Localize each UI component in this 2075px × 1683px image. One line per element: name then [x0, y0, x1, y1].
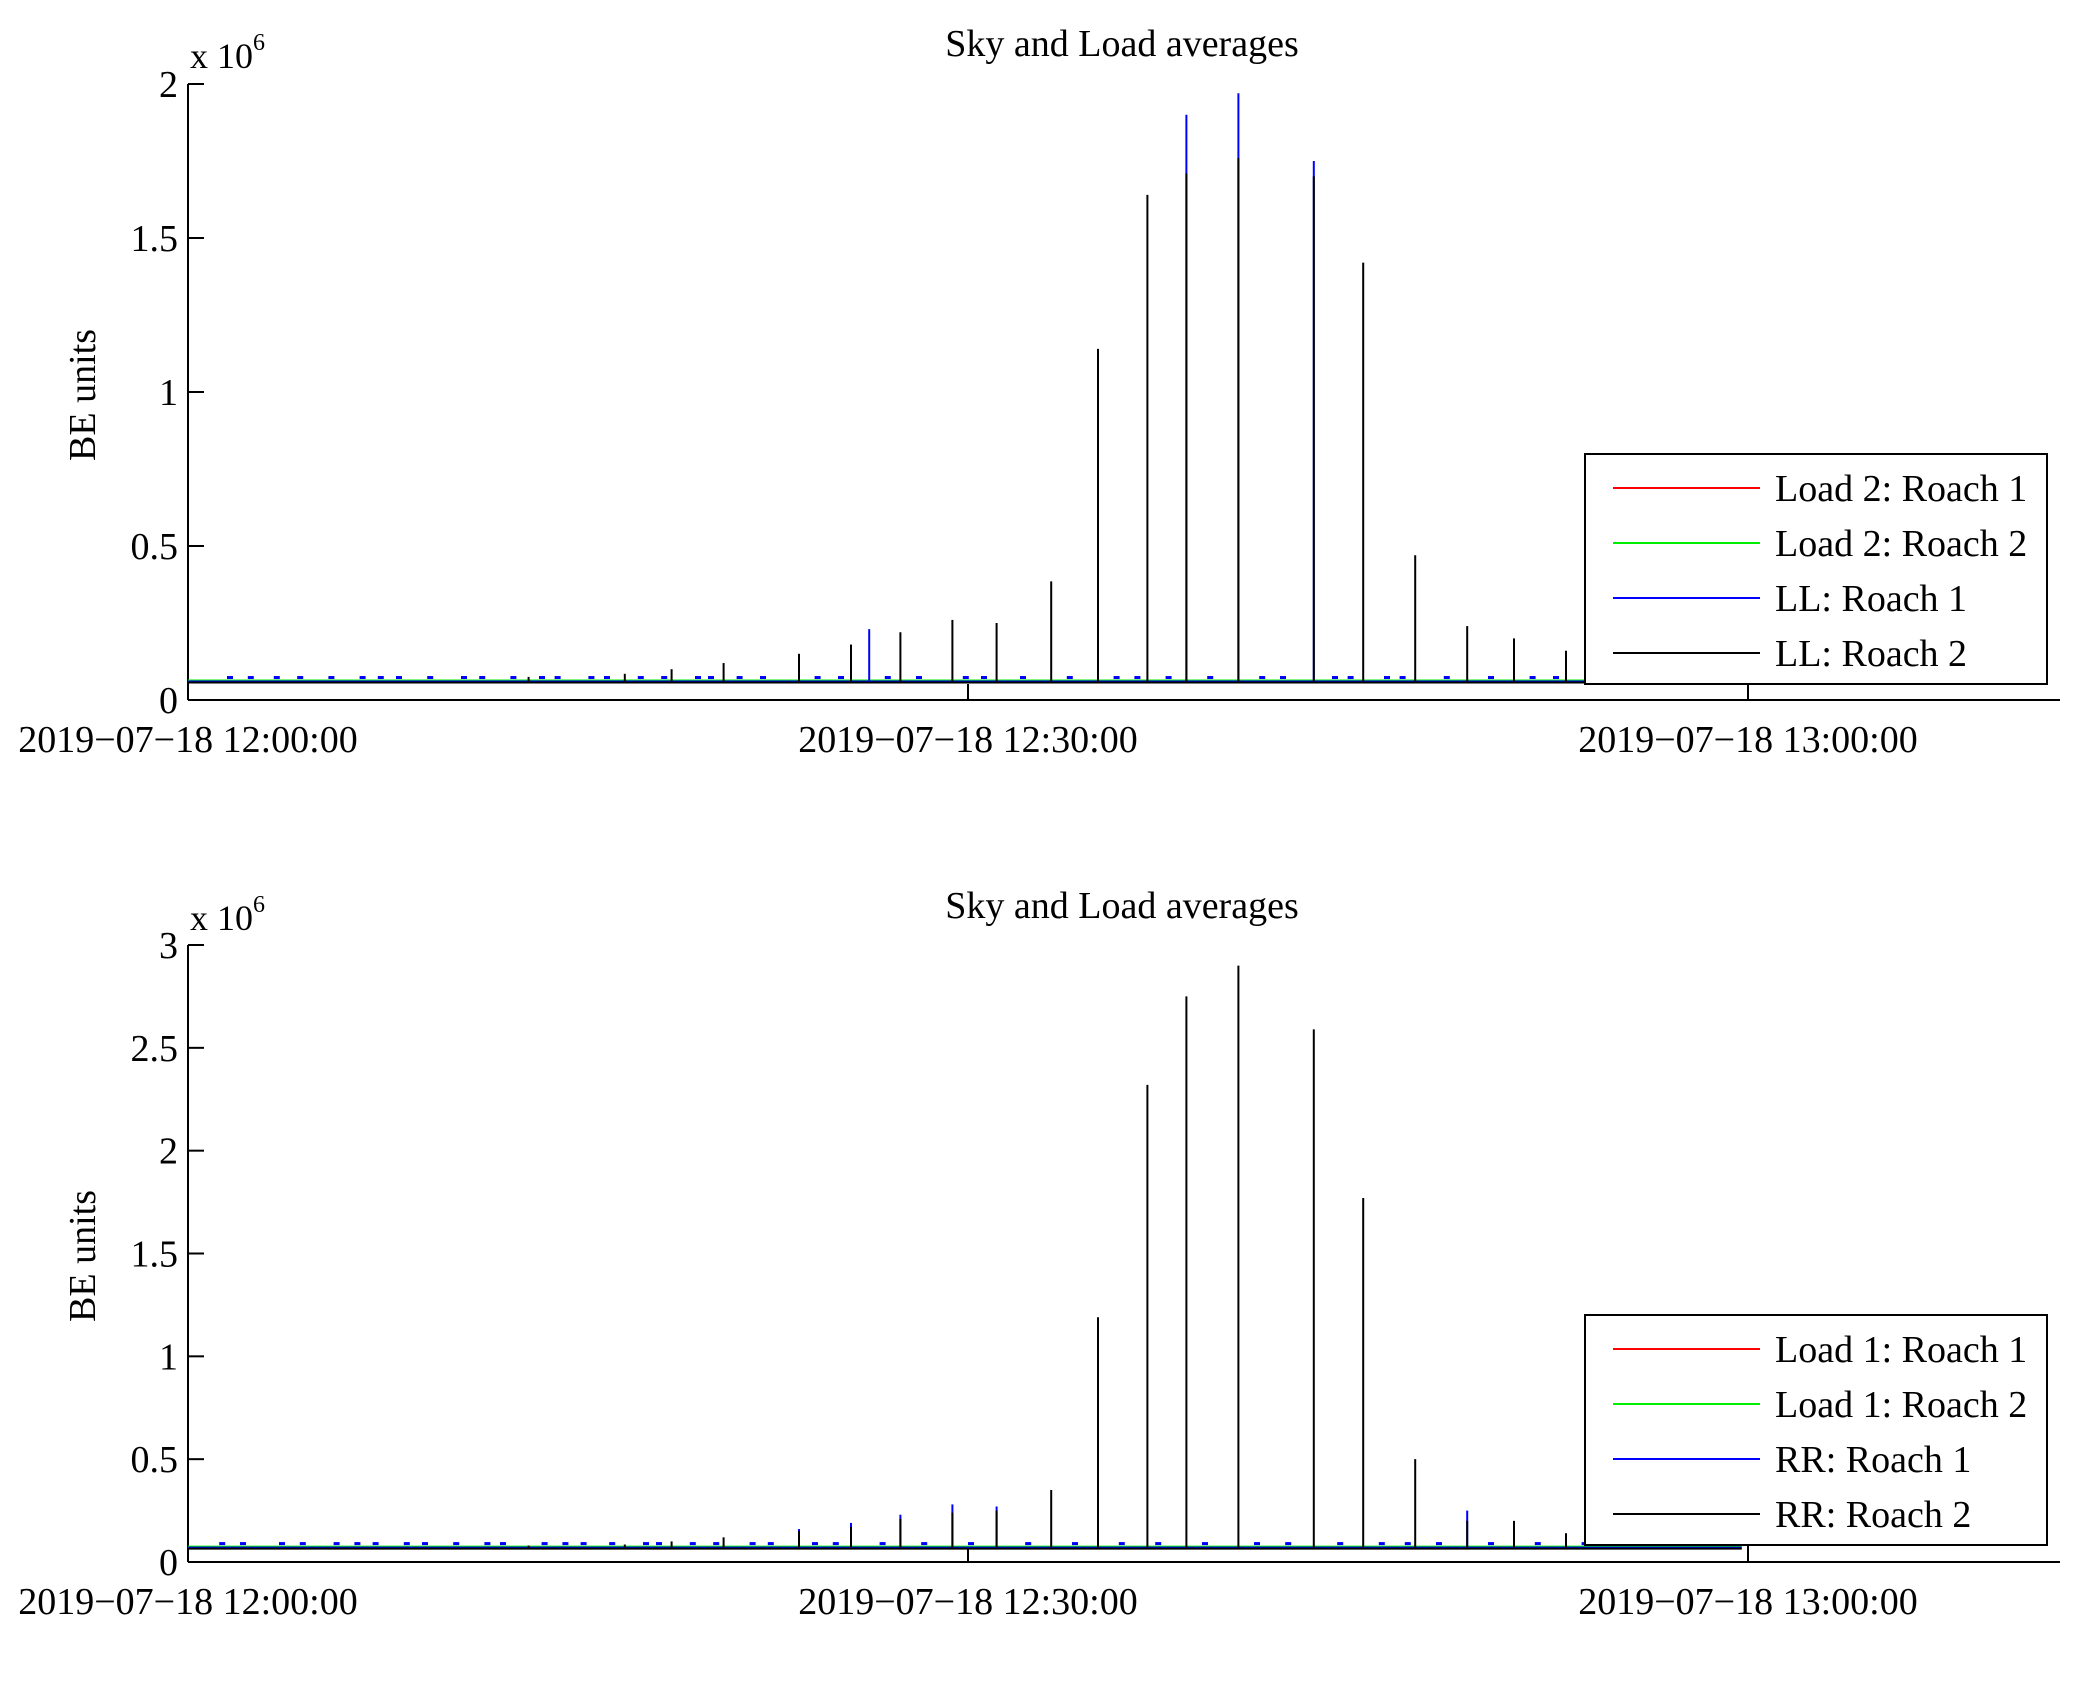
- top-x-tick-label: 2019−07−18 12:00:00: [18, 719, 357, 761]
- top-chart-plot-area: 0 0.5 1 1.5 2 2019−07−18 12:00:00 2019−07−18 1…: [18, 64, 2060, 761]
- top-chart-legend: Load 2: Roach 1 Load 2: Roach 2 LL: Roach …: [1584, 453, 2048, 685]
- bottom-chart-y-axis-label: BE units: [62, 1190, 104, 1322]
- bottom-chart-panel: Sky and Load averages BE units x 106 0 0.…: [18, 885, 2060, 1623]
- top-legend-entry: LL: Roach 1: [1775, 578, 1967, 620]
- top-legend-entry: Load 2: Roach 1: [1775, 468, 2027, 510]
- bottom-y-tick-label: 2: [159, 1131, 178, 1173]
- bottom-chart-exponent-power: 6: [253, 892, 265, 918]
- bottom-y-tick-label: 1: [159, 1336, 178, 1378]
- top-legend-entry: Load 2: Roach 2: [1775, 523, 2027, 565]
- bottom-y-tick-label: 0.5: [131, 1439, 179, 1481]
- top-chart-exponent-base: x 10: [190, 36, 253, 76]
- top-y-tick-label: 1.5: [131, 218, 179, 260]
- bottom-legend-entry: RR: Roach 1: [1775, 1439, 1971, 1481]
- bottom-x-tick-label: 2019−07−18 12:00:00: [18, 1581, 357, 1623]
- bottom-chart-plot-area: 0 0.5 1 1.5 2 2.5 3 2019−07−18 12:00:00 2019−07−…: [18, 925, 2060, 1623]
- top-chart-y-axis-label: BE units: [62, 329, 104, 461]
- bottom-chart-title: Sky and Load averages: [945, 885, 1299, 927]
- bottom-chart-exponent: x 106: [190, 892, 265, 938]
- top-x-tick-label: 2019−07−18 12:30:00: [798, 719, 1137, 761]
- top-legend-box: [1584, 453, 2048, 685]
- bottom-y-tick-label: 1.5: [131, 1234, 179, 1276]
- top-chart-title: Sky and Load averages: [945, 23, 1299, 65]
- top-y-tick-label: 0.5: [131, 526, 179, 568]
- top-chart-exponent: x 106: [190, 30, 265, 76]
- top-legend-entry: LL: Roach 2: [1775, 633, 1967, 675]
- top-chart-panel: Sky and Load averages BE units x 106 0 0.…: [18, 23, 2060, 761]
- bottom-x-tick-label: 2019−07−18 13:00:00: [1578, 1581, 1917, 1623]
- top-y-tick-label: 0: [159, 680, 178, 722]
- bottom-x-tick-label: 2019−07−18 12:30:00: [798, 1581, 1137, 1623]
- bottom-y-tick-label: 0: [159, 1542, 178, 1584]
- top-chart-exponent-power: 6: [253, 30, 265, 56]
- top-x-tick-label: 2019−07−18 13:00:00: [1578, 719, 1917, 761]
- bottom-chart-exponent-base: x 10: [190, 898, 253, 938]
- bottom-y-tick-label: 2.5: [131, 1028, 179, 1070]
- bottom-legend-box: [1584, 1314, 2048, 1546]
- top-y-tick-label: 2: [159, 64, 178, 106]
- top-y-tick-label: 1: [159, 372, 178, 414]
- bottom-chart-legend: Load 1: Roach 1 Load 1: Roach 2 RR: Roach …: [1584, 1314, 2048, 1546]
- bottom-legend-entry: Load 1: Roach 2: [1775, 1384, 2027, 1426]
- bottom-legend-entry: RR: Roach 2: [1775, 1494, 1971, 1536]
- bottom-legend-entry: Load 1: Roach 1: [1775, 1329, 2027, 1371]
- bottom-y-tick-label: 3: [159, 925, 178, 967]
